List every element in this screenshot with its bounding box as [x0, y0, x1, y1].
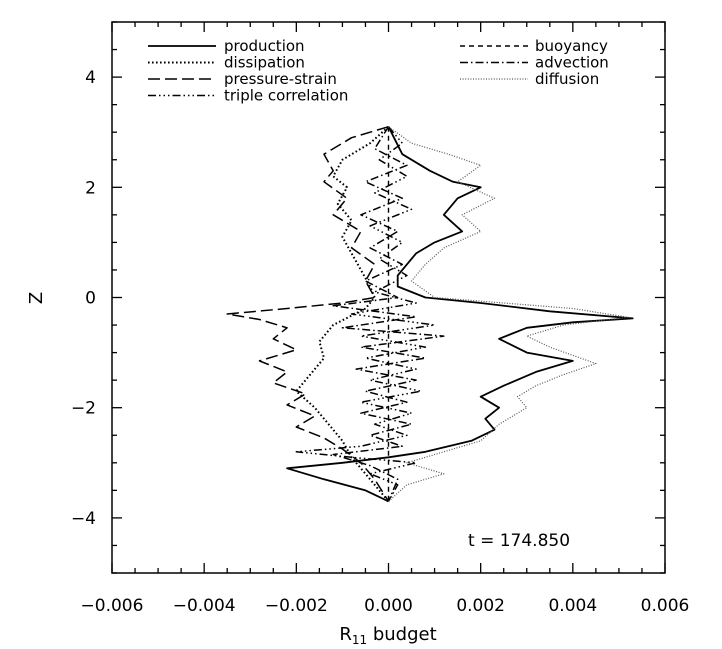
- series-line-diffusion: [388, 126, 629, 502]
- x-axis-label: R11 budget: [339, 624, 436, 647]
- legend: productiondissipationpressure-straintrip…: [148, 37, 609, 105]
- series-layer: [226, 125, 634, 503]
- time-annotation: t = 174.850: [468, 531, 570, 551]
- legend-label-dissipation: dissipation: [224, 54, 305, 72]
- x-tick-label: −0.004: [173, 596, 236, 616]
- series-line-production: [286, 126, 634, 503]
- x-tick-label: −0.006: [81, 596, 144, 616]
- y-tick-label: −2: [71, 399, 96, 419]
- x-tick-label: −0.002: [265, 596, 328, 616]
- y-tick-label: 0: [85, 289, 96, 309]
- series-line-pressure-strain: [226, 125, 390, 502]
- y-tick-label: 2: [85, 178, 96, 198]
- legend-label-triple-correlation: triple correlation: [224, 87, 348, 105]
- legend-label-pressure-strain: pressure-strain: [224, 70, 337, 88]
- x-tick-label: 0.002: [456, 596, 505, 616]
- y-tick-label: −4: [71, 509, 96, 529]
- legend-label-buoyancy: buoyancy: [535, 37, 608, 55]
- series-line-triple-correlation: [295, 126, 436, 502]
- x-tick-label: 0.000: [364, 596, 413, 616]
- y-tick-label: 4: [85, 68, 96, 88]
- x-axis-label-rest: budget: [367, 624, 437, 645]
- x-axis-label-main: R: [339, 624, 352, 645]
- series-line-dissipation: [295, 125, 390, 503]
- legend-label-diffusion: diffusion: [535, 70, 599, 88]
- axis-ticks: [111, 21, 666, 574]
- series-line-advection: [332, 126, 445, 502]
- tick-labels: −0.006 −0.004 −0.002 0.000 0.002 0.004 0.006 −4…: [71, 68, 689, 616]
- x-tick-label: 0.004: [548, 596, 597, 616]
- y-axis-label: Z: [26, 292, 47, 304]
- legend-label-advection: advection: [535, 54, 609, 72]
- x-tick-label: 0.006: [641, 596, 690, 616]
- x-axis-label-sub: 11: [352, 633, 367, 647]
- legend-label-production: production: [224, 37, 305, 55]
